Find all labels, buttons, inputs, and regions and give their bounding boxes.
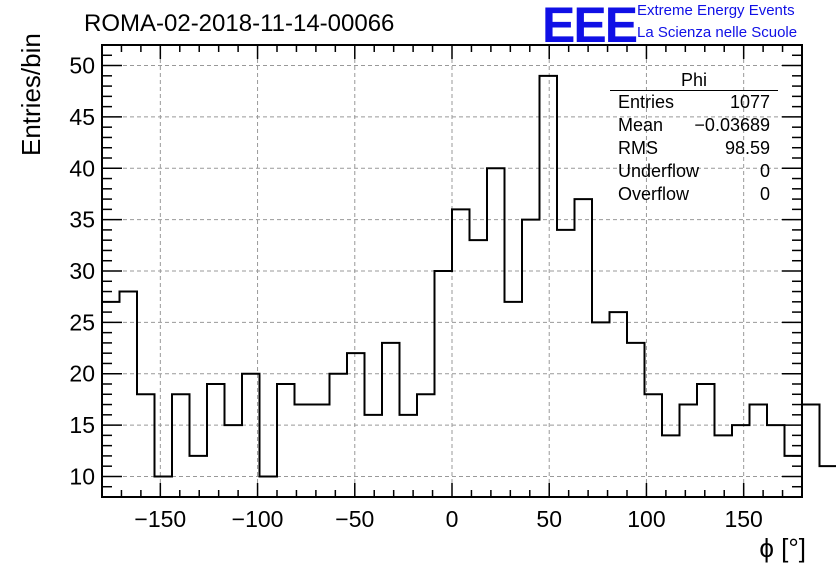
plot-frame bbox=[101, 44, 803, 498]
stats-label: Overflow bbox=[618, 184, 690, 204]
stats-row-mean: Mean −0.03689 bbox=[612, 114, 778, 137]
stats-value: 0 bbox=[759, 184, 770, 204]
stats-value: 1077 bbox=[729, 92, 770, 112]
y-axis-label: Entries/bin bbox=[16, 33, 46, 156]
x-tick-label: −100 bbox=[232, 506, 284, 532]
y-tick-label: 20 bbox=[69, 361, 95, 387]
stats-value: 98.59 bbox=[724, 138, 770, 158]
x-tick-label: 150 bbox=[724, 506, 762, 532]
stats-title: Phi bbox=[610, 70, 778, 91]
histogram-series bbox=[102, 74, 836, 478]
y-tick-label: 15 bbox=[69, 412, 95, 438]
x-tick-label: 0 bbox=[446, 506, 459, 532]
stats-row-overflow: Overflow 0 bbox=[612, 183, 778, 206]
logo-line-2: La Scienza nelle Scuole bbox=[637, 24, 798, 41]
y-tick-label: 40 bbox=[69, 155, 95, 181]
stats-label: RMS bbox=[618, 138, 658, 158]
y-tick-label: 50 bbox=[69, 53, 95, 79]
chart-title: ROMA-02-2018-11-14-00066 bbox=[84, 10, 395, 37]
tick-labels: −150 −100 −50 0 50 100 150 10 15 20 25 30 35 40 45 50 bbox=[69, 53, 762, 532]
y-tick-label: 35 bbox=[69, 207, 95, 233]
histogram-step-line bbox=[102, 74, 836, 478]
x-tick-label: 50 bbox=[536, 506, 562, 532]
stats-value: −0.03689 bbox=[694, 115, 770, 135]
y-tick-label: 10 bbox=[69, 463, 95, 489]
stats-label: Underflow bbox=[618, 161, 700, 181]
x-tick-label: −150 bbox=[134, 506, 186, 532]
stats-label: Mean bbox=[618, 115, 664, 135]
stats-row-entries: Entries 1077 bbox=[612, 91, 778, 114]
x-tick-label: 100 bbox=[627, 506, 665, 532]
stats-row-rms: RMS 98.59 bbox=[612, 137, 778, 160]
x-axis-label: ϕ [°] bbox=[759, 533, 806, 563]
x-tick-label: −50 bbox=[335, 506, 374, 532]
y-tick-label: 30 bbox=[69, 258, 95, 284]
stats-row-underflow: Underflow 0 bbox=[612, 160, 778, 183]
stats-value: 0 bbox=[759, 161, 770, 181]
stats-box: Phi Entries 1077 Mean −0.03689 RMS 98.59… bbox=[610, 70, 778, 206]
stats-label: Entries bbox=[618, 92, 675, 112]
logo-line-1: Extreme Energy Events bbox=[637, 2, 795, 19]
y-tick-label: 25 bbox=[69, 309, 95, 335]
eee-logo: EEE bbox=[542, 0, 638, 53]
y-tick-label: 45 bbox=[69, 104, 95, 130]
